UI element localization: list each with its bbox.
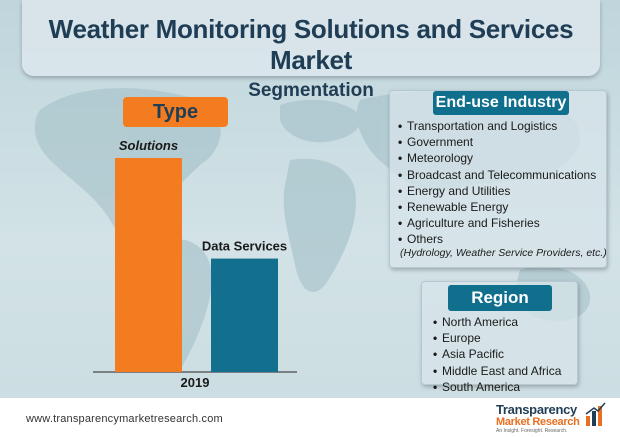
end-use-item-6: Agriculture and Fisheries (398, 215, 596, 231)
region-item-3: Middle East and Africa (433, 363, 561, 379)
company-logo: Transparency Market Research An Insight.… (496, 402, 606, 434)
end-use-item-2: Meteorology (398, 150, 596, 166)
end-use-industry-heading: End-use Industry (433, 91, 569, 115)
region-list: North AmericaEuropeAsia PacificMiddle Ea… (433, 314, 561, 395)
bar-label-solutions: Solutions (119, 138, 178, 153)
logo-icon (585, 402, 606, 426)
region-panel: Region North AmericaEuropeAsia PacificMi… (421, 281, 578, 394)
region-item-4: South America (433, 379, 561, 395)
region-item-1: Europe (433, 330, 561, 346)
end-use-others-note: (Hydrology, Weather Service Providers, e… (400, 247, 607, 259)
type-bar-chart: Solutions Data Services 2019 (93, 138, 297, 390)
title-banner: Weather Monitoring Solutions and Service… (22, 0, 600, 101)
end-use-industry-panel: End-use Industry Transportation and Logi… (389, 90, 607, 268)
bar-label-data-services: Data Services (202, 239, 287, 254)
end-use-item-7: Others (398, 231, 596, 247)
end-use-item-0: Transportation and Logistics (398, 118, 596, 134)
page-subtitle: Segmentation (248, 80, 374, 101)
logo-line2: Market Research (496, 416, 580, 428)
footer: www.transparencymarketresearch.com Trans… (0, 398, 620, 437)
x-tick-label: 2019 (181, 375, 210, 390)
end-use-item-1: Government (398, 134, 596, 150)
page-title: Weather Monitoring Solutions and Service… (48, 14, 574, 75)
footer-url-link[interactable]: www.transparencymarketresearch.com (26, 413, 223, 425)
logo-tagline: An Insight. Foresight. Research. (496, 428, 568, 434)
region-heading: Region (448, 285, 552, 311)
region-item-2: Asia Pacific (433, 346, 561, 362)
end-use-item-5: Renewable Energy (398, 199, 596, 215)
end-use-item-3: Broadcast and Telecommunications (398, 167, 596, 183)
region-item-0: North America (433, 314, 561, 330)
end-use-industry-list: Transportation and LogisticsGovernmentMe… (398, 118, 596, 248)
logo-line1: Transparency (496, 402, 577, 417)
type-badge: Type (123, 97, 228, 127)
bar-solutions (115, 158, 182, 372)
end-use-item-4: Energy and Utilities (398, 183, 596, 199)
bar-data-services (211, 258, 278, 372)
